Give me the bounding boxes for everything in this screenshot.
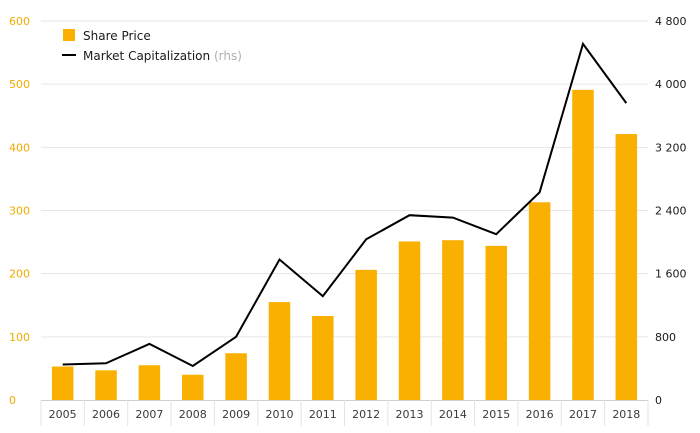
legend-market-cap-text: Market Capitalization (rhs) [83,49,242,63]
x-tick-label: 2014 [439,408,467,421]
market-cap-line [62,41,628,368]
bar [182,374,204,400]
left-tick-label: 0 [9,394,16,407]
bar [572,89,594,400]
x-tick-label: 2010 [265,408,293,421]
left-tick-label: 600 [9,15,30,28]
x-tick-label: 2013 [396,408,424,421]
left-axis: 0 100 200 300 400 500 600 [9,15,30,407]
left-tick-label: 500 [9,78,30,91]
right-tick-label: 1 600 [655,268,687,281]
x-tick-label: 2011 [309,408,337,421]
legend-share-price-label: Share Price [83,29,151,43]
x-axis: 2005 2006 2007 2008 2009 2010 2011 2012 2013 2014… [40,400,649,426]
legend-market-cap-label: Market Capitalization [83,49,210,63]
bar [225,353,247,400]
bar [485,245,507,400]
bar [268,302,291,400]
bar [528,202,551,400]
right-axis: 0 800 1 600 2 400 3 200 4 000 4 800 [655,15,687,407]
right-tick-label: 2 400 [655,205,687,218]
x-tick-label: 2006 [92,408,120,421]
legend: Share Price Market Capitalization (rhs) [62,29,242,63]
x-tick-label: 2017 [569,408,597,421]
x-tick-label: 2008 [179,408,207,421]
right-tick-label: 4 000 [655,78,687,91]
legend-share-price-swatch [63,29,75,41]
legend-market-cap-note: (rhs) [214,49,242,63]
right-tick-label: 4 800 [655,15,687,28]
gridlines [41,20,648,338]
bar [398,241,421,400]
x-tick-label: 2015 [482,408,510,421]
left-tick-label: 200 [9,268,30,281]
bar [312,315,334,400]
left-tick-label: 300 [9,205,30,218]
x-tick-label: 2005 [49,408,77,421]
bar [615,134,638,400]
right-tick-label: 3 200 [655,141,687,154]
line-series [62,41,628,368]
left-tick-label: 400 [9,141,30,154]
bar [138,365,161,400]
x-tick-label: 2018 [612,408,640,421]
right-tick-label: 800 [655,331,676,344]
bar [95,370,117,400]
bar-series [51,89,638,400]
bar [355,269,377,400]
bar [51,366,74,400]
left-tick-label: 100 [9,331,30,344]
bar [442,240,464,400]
x-tick-label: 2009 [222,408,250,421]
x-tick-label: 2012 [352,408,380,421]
x-tick-label: 2007 [135,408,163,421]
x-tick-label: 2016 [526,408,554,421]
right-tick-label: 0 [655,394,662,407]
